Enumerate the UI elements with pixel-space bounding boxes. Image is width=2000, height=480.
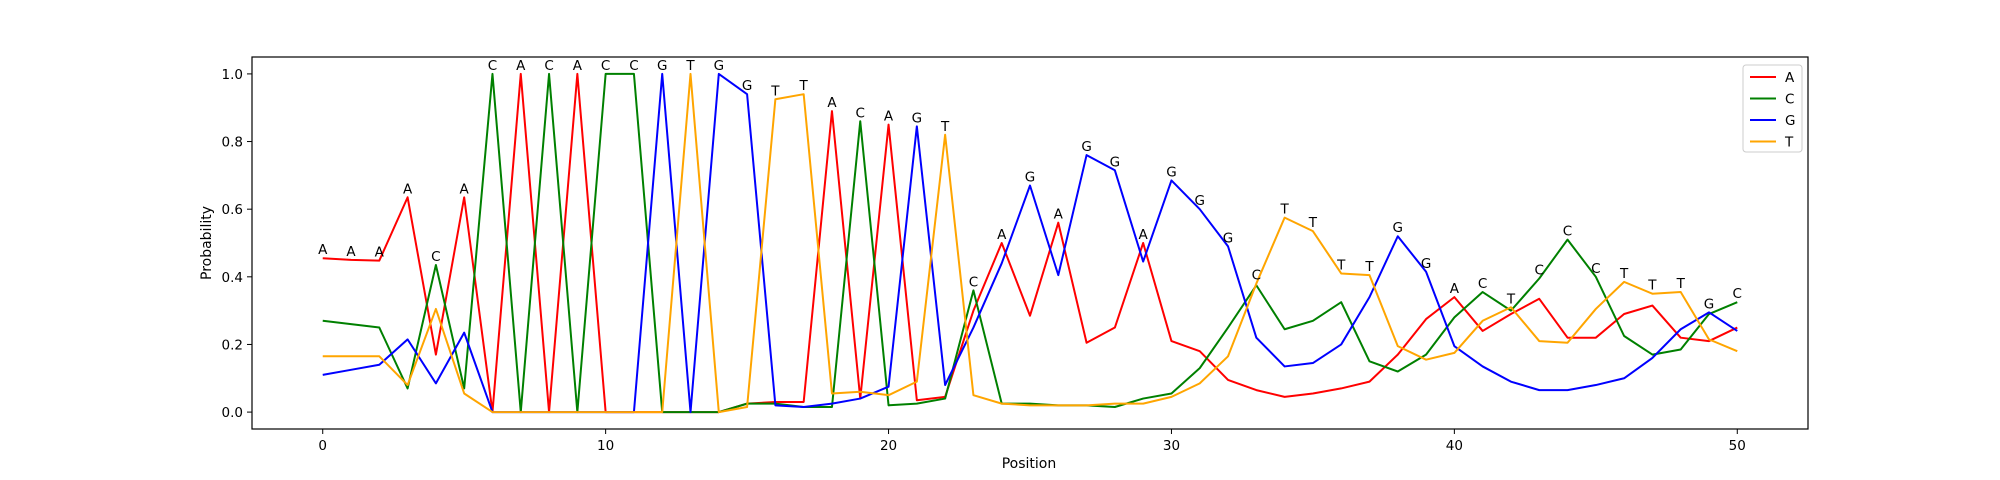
point-label: T [1506, 291, 1516, 307]
y-tick-label: 0.8 [222, 135, 243, 151]
x-tick-label: 30 [1163, 438, 1180, 454]
x-axis-title: Position [1002, 456, 1057, 472]
legend-label-A: A [1785, 70, 1795, 86]
point-label: G [1025, 170, 1035, 186]
point-label: G [1110, 154, 1120, 170]
point-label: C [629, 58, 638, 74]
point-label: A [884, 109, 894, 125]
point-label: A [1139, 227, 1149, 243]
point-label: T [1619, 266, 1629, 282]
y-axis-title: Probability [199, 206, 215, 280]
point-label: A [1450, 281, 1460, 297]
point-label: G [1223, 230, 1233, 246]
point-label: T [1308, 215, 1318, 231]
point-label: A [573, 58, 583, 74]
point-label: G [742, 78, 752, 94]
point-label: G [657, 58, 667, 74]
point-label: G [714, 58, 724, 74]
point-label: C [1733, 286, 1742, 302]
point-label: T [1647, 278, 1657, 294]
point-label: T [1676, 276, 1686, 292]
point-label: A [403, 181, 413, 197]
point-label: G [1195, 193, 1205, 209]
point-label: A [318, 242, 328, 258]
point-label: G [1393, 220, 1403, 236]
legend-label-T: T [1784, 135, 1794, 151]
point-label: A [375, 245, 385, 261]
point-label: A [997, 227, 1007, 243]
point-label: T [1279, 202, 1289, 218]
point-label: G [1166, 164, 1176, 180]
x-tick-label: 0 [318, 438, 327, 454]
legend-label-C: C [1785, 92, 1794, 108]
plot-lines [322, 72, 1738, 414]
x-tick-label: 40 [1446, 438, 1463, 454]
x-tick-label: 20 [880, 438, 897, 454]
point-label: C [1563, 224, 1572, 240]
point-label: C [544, 58, 553, 74]
point-label: C [856, 105, 865, 121]
point-label: C [488, 58, 497, 74]
point-label: T [770, 83, 780, 99]
point-label: C [1535, 263, 1544, 279]
point-label: T [685, 58, 695, 74]
point-label: G [912, 110, 922, 126]
point-label: A [1054, 207, 1064, 223]
y-tick-label: 0.6 [222, 202, 243, 218]
series-line-C [322, 72, 1738, 414]
plot-frame [251, 56, 1809, 430]
legend-label-G: G [1785, 113, 1795, 129]
point-label: A [827, 95, 837, 111]
point-labels: A A A A C A C A C A C C G T G G T T A C A G T C A G A G G A G G G C T T T T G G… [318, 58, 1742, 312]
point-label: G [1421, 256, 1431, 272]
y-tick-label: 0.4 [222, 270, 243, 286]
y-tick-label: 1.0 [222, 67, 243, 83]
point-label: C [1591, 261, 1600, 277]
point-label: A [346, 244, 356, 260]
point-label: A [460, 181, 470, 197]
y-tick-label: 0.0 [222, 405, 243, 421]
point-label: G [1081, 139, 1091, 155]
series-line-A [322, 72, 1738, 414]
legend-box [1742, 64, 1803, 153]
point-label: C [969, 274, 978, 290]
series-line-T [322, 72, 1738, 414]
x-tick-label: 10 [597, 438, 614, 454]
point-label: C [601, 58, 610, 74]
point-label: T [1336, 257, 1346, 273]
point-label: T [799, 78, 809, 94]
point-label: A [516, 58, 526, 74]
axes: 0 10 20 30 40 50 0.0 0.2 0.4 0.6 0.8 1.0 [222, 56, 1809, 454]
point-label: G [1704, 296, 1714, 312]
y-tick-label: 0.2 [222, 337, 243, 353]
point-label: C [1478, 276, 1487, 292]
point-label: T [940, 119, 950, 135]
point-label: C [1252, 268, 1261, 284]
x-tick-label: 50 [1729, 438, 1746, 454]
point-label: T [1364, 259, 1374, 275]
point-label: C [431, 249, 440, 265]
